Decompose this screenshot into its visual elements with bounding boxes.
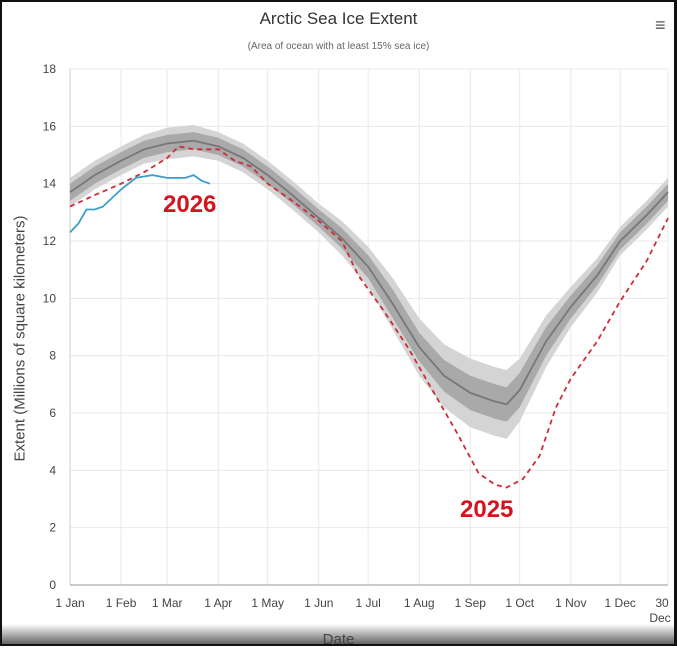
- x-tick-label: 1 Sep: [455, 596, 487, 610]
- series-line-2026: [69, 174, 211, 234]
- outer-range-band: [70, 124, 668, 439]
- x-tick-label: 1 Jan: [55, 596, 84, 610]
- y-tick-label: 12: [43, 234, 57, 248]
- series-line-median: [69, 139, 669, 406]
- y-tick-label: 14: [43, 177, 57, 191]
- hamburger-menu-icon[interactable]: ≡: [655, 15, 666, 35]
- y-axis-label: Extent (Millions of square kilometers): [11, 215, 29, 462]
- y-tick-label: 18: [43, 62, 57, 76]
- x-tick-label: 1 Apr: [204, 596, 232, 610]
- inner-range-band: [70, 132, 668, 422]
- x-tick-label: 1 Aug: [404, 596, 435, 610]
- x-axis-label: Date: [322, 631, 355, 648]
- y-tick-label: 8: [49, 349, 56, 363]
- chart-title: Arctic Sea Ice Extent: [259, 9, 418, 28]
- x-tick-label: 1 Feb: [106, 596, 137, 610]
- bottom-shadow: [0, 624, 677, 646]
- chart-subtitle: (Area of ocean with at least 15% sea ice…: [247, 41, 430, 52]
- series-line-2025: [69, 145, 669, 489]
- y-tick-label: 10: [43, 291, 57, 305]
- x-tick-label: 1 Oct: [505, 596, 534, 610]
- y-tick-label: 6: [49, 406, 56, 420]
- x-tick-label: 1 Mar: [152, 596, 183, 610]
- x-tick-label: 1 Dec: [605, 596, 636, 610]
- x-tick-label: 1 May: [251, 596, 284, 610]
- x-tick-label: 1 Nov: [555, 596, 586, 610]
- y-tick-label: 0: [49, 578, 56, 592]
- annotation-2025: 2025: [460, 496, 513, 523]
- y-tick-label: 16: [43, 119, 57, 133]
- x-tick-label: 1 Jul: [355, 596, 380, 610]
- x-tick-label: 1 Jun: [304, 596, 333, 610]
- x-tick-label: 30 Dec: [649, 596, 670, 625]
- annotation-2026: 2026: [163, 191, 216, 218]
- y-tick-label: 2: [49, 521, 56, 535]
- y-tick-label: 4: [49, 463, 56, 477]
